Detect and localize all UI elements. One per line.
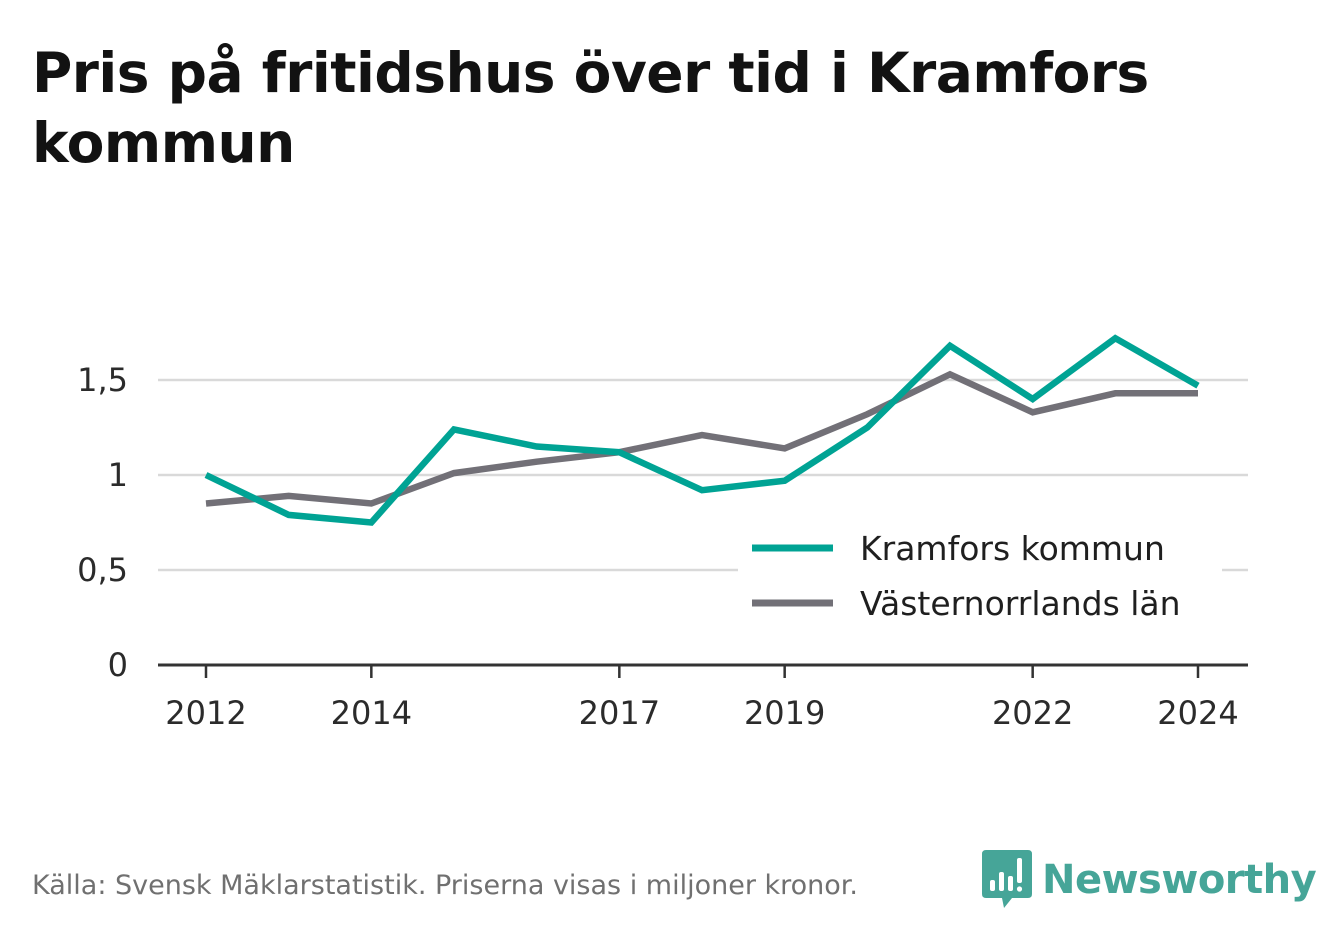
x-tick-label: 2024	[1157, 694, 1238, 732]
x-tick-label: 2022	[992, 694, 1073, 732]
bar-chart-speech-bubble-icon	[982, 850, 1032, 908]
series-line-vasternorrland	[205, 370, 1198, 507]
x-tick-label: 2012	[165, 694, 246, 732]
x-tick-label: 2017	[579, 694, 660, 732]
y-tick-label: 1,5	[77, 361, 128, 399]
legend-background	[738, 520, 1222, 630]
brand-name: Newsworthy	[1042, 857, 1317, 903]
y-tick-label: 0	[108, 646, 128, 684]
brand-logo: Newsworthy	[982, 850, 1317, 910]
y-tick-label: 1	[108, 456, 128, 494]
legend-label: Kramfors kommun	[860, 529, 1165, 568]
legend-label: Västernorrlands län	[860, 584, 1181, 623]
x-tick-label: 2019	[744, 694, 825, 732]
y-tick-label: 0,5	[77, 551, 128, 589]
x-tick-label: 2014	[331, 694, 412, 732]
source-note: Källa: Svensk Mäklarstatistik. Priserna …	[32, 870, 859, 901]
series-line-kramfors	[204, 334, 1200, 526]
chart-title: Pris på fritidshus över tid i Kramfors k…	[32, 41, 1149, 175]
